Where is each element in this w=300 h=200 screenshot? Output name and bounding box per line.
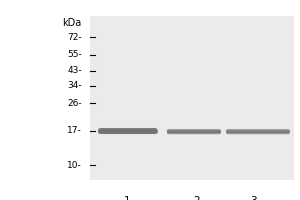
Text: 43-: 43- bbox=[67, 66, 82, 75]
Text: 1: 1 bbox=[123, 196, 130, 200]
Text: 34-: 34- bbox=[67, 81, 82, 90]
Text: 55-: 55- bbox=[67, 50, 82, 59]
Text: 26-: 26- bbox=[67, 99, 82, 108]
Text: 3: 3 bbox=[250, 196, 256, 200]
Text: 10-: 10- bbox=[67, 161, 82, 170]
Text: kDa: kDa bbox=[63, 18, 82, 28]
Text: 72-: 72- bbox=[67, 33, 82, 42]
Text: 2: 2 bbox=[193, 196, 200, 200]
Text: 17-: 17- bbox=[67, 126, 82, 135]
